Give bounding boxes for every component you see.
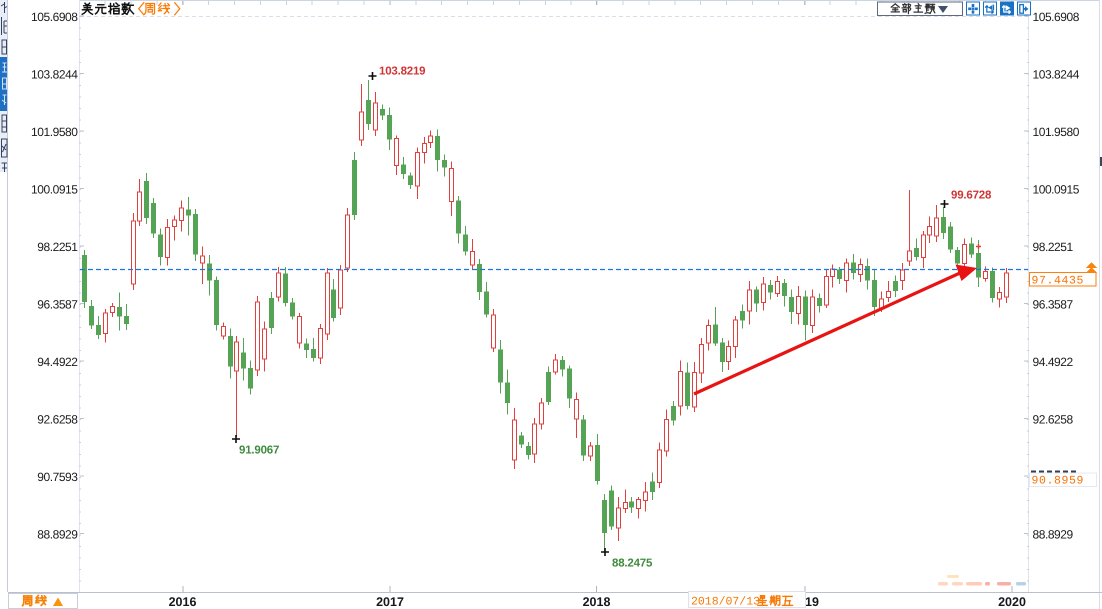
svg-text:88.2475: 88.2475 (612, 558, 653, 570)
svg-text:103.8219: 103.8219 (379, 66, 425, 78)
svg-text:105.6908: 105.6908 (1033, 10, 1080, 24)
svg-text:99.6728: 99.6728 (951, 190, 992, 202)
svg-text:88.8929: 88.8929 (37, 528, 78, 542)
svg-text:98.2251: 98.2251 (37, 240, 78, 254)
svg-text:2020: 2020 (998, 595, 1026, 609)
svg-text:94.4922: 94.4922 (1033, 355, 1074, 369)
svg-text:105.6908: 105.6908 (31, 10, 78, 24)
svg-text:96.3587: 96.3587 (37, 298, 78, 312)
svg-text:2018/07/13: 2018/07/13 (691, 596, 760, 609)
svg-text:91.9067: 91.9067 (239, 445, 279, 457)
svg-text:101.9580: 101.9580 (1033, 125, 1080, 139)
svg-text:2016: 2016 (169, 595, 197, 609)
svg-text:100.0915: 100.0915 (1033, 183, 1080, 197)
svg-text:92.6258: 92.6258 (37, 413, 78, 427)
svg-text:103.8244: 103.8244 (1033, 68, 1080, 82)
svg-text:94.4922: 94.4922 (37, 355, 78, 369)
svg-text:90.7593: 90.7593 (37, 470, 78, 484)
svg-text:97.4435: 97.4435 (1032, 275, 1085, 288)
svg-text:96.3587: 96.3587 (1033, 298, 1074, 312)
svg-text:2017: 2017 (376, 595, 404, 609)
svg-text:2018: 2018 (583, 595, 611, 609)
svg-text:101.9580: 101.9580 (31, 125, 78, 139)
svg-text:98.2251: 98.2251 (1033, 240, 1074, 254)
svg-text:103.8244: 103.8244 (31, 68, 78, 82)
svg-text:92.6258: 92.6258 (1033, 413, 1074, 427)
svg-text:90.8959: 90.8959 (1032, 475, 1085, 488)
svg-text:100.0915: 100.0915 (31, 183, 78, 197)
svg-text:88.8929: 88.8929 (1033, 528, 1074, 542)
